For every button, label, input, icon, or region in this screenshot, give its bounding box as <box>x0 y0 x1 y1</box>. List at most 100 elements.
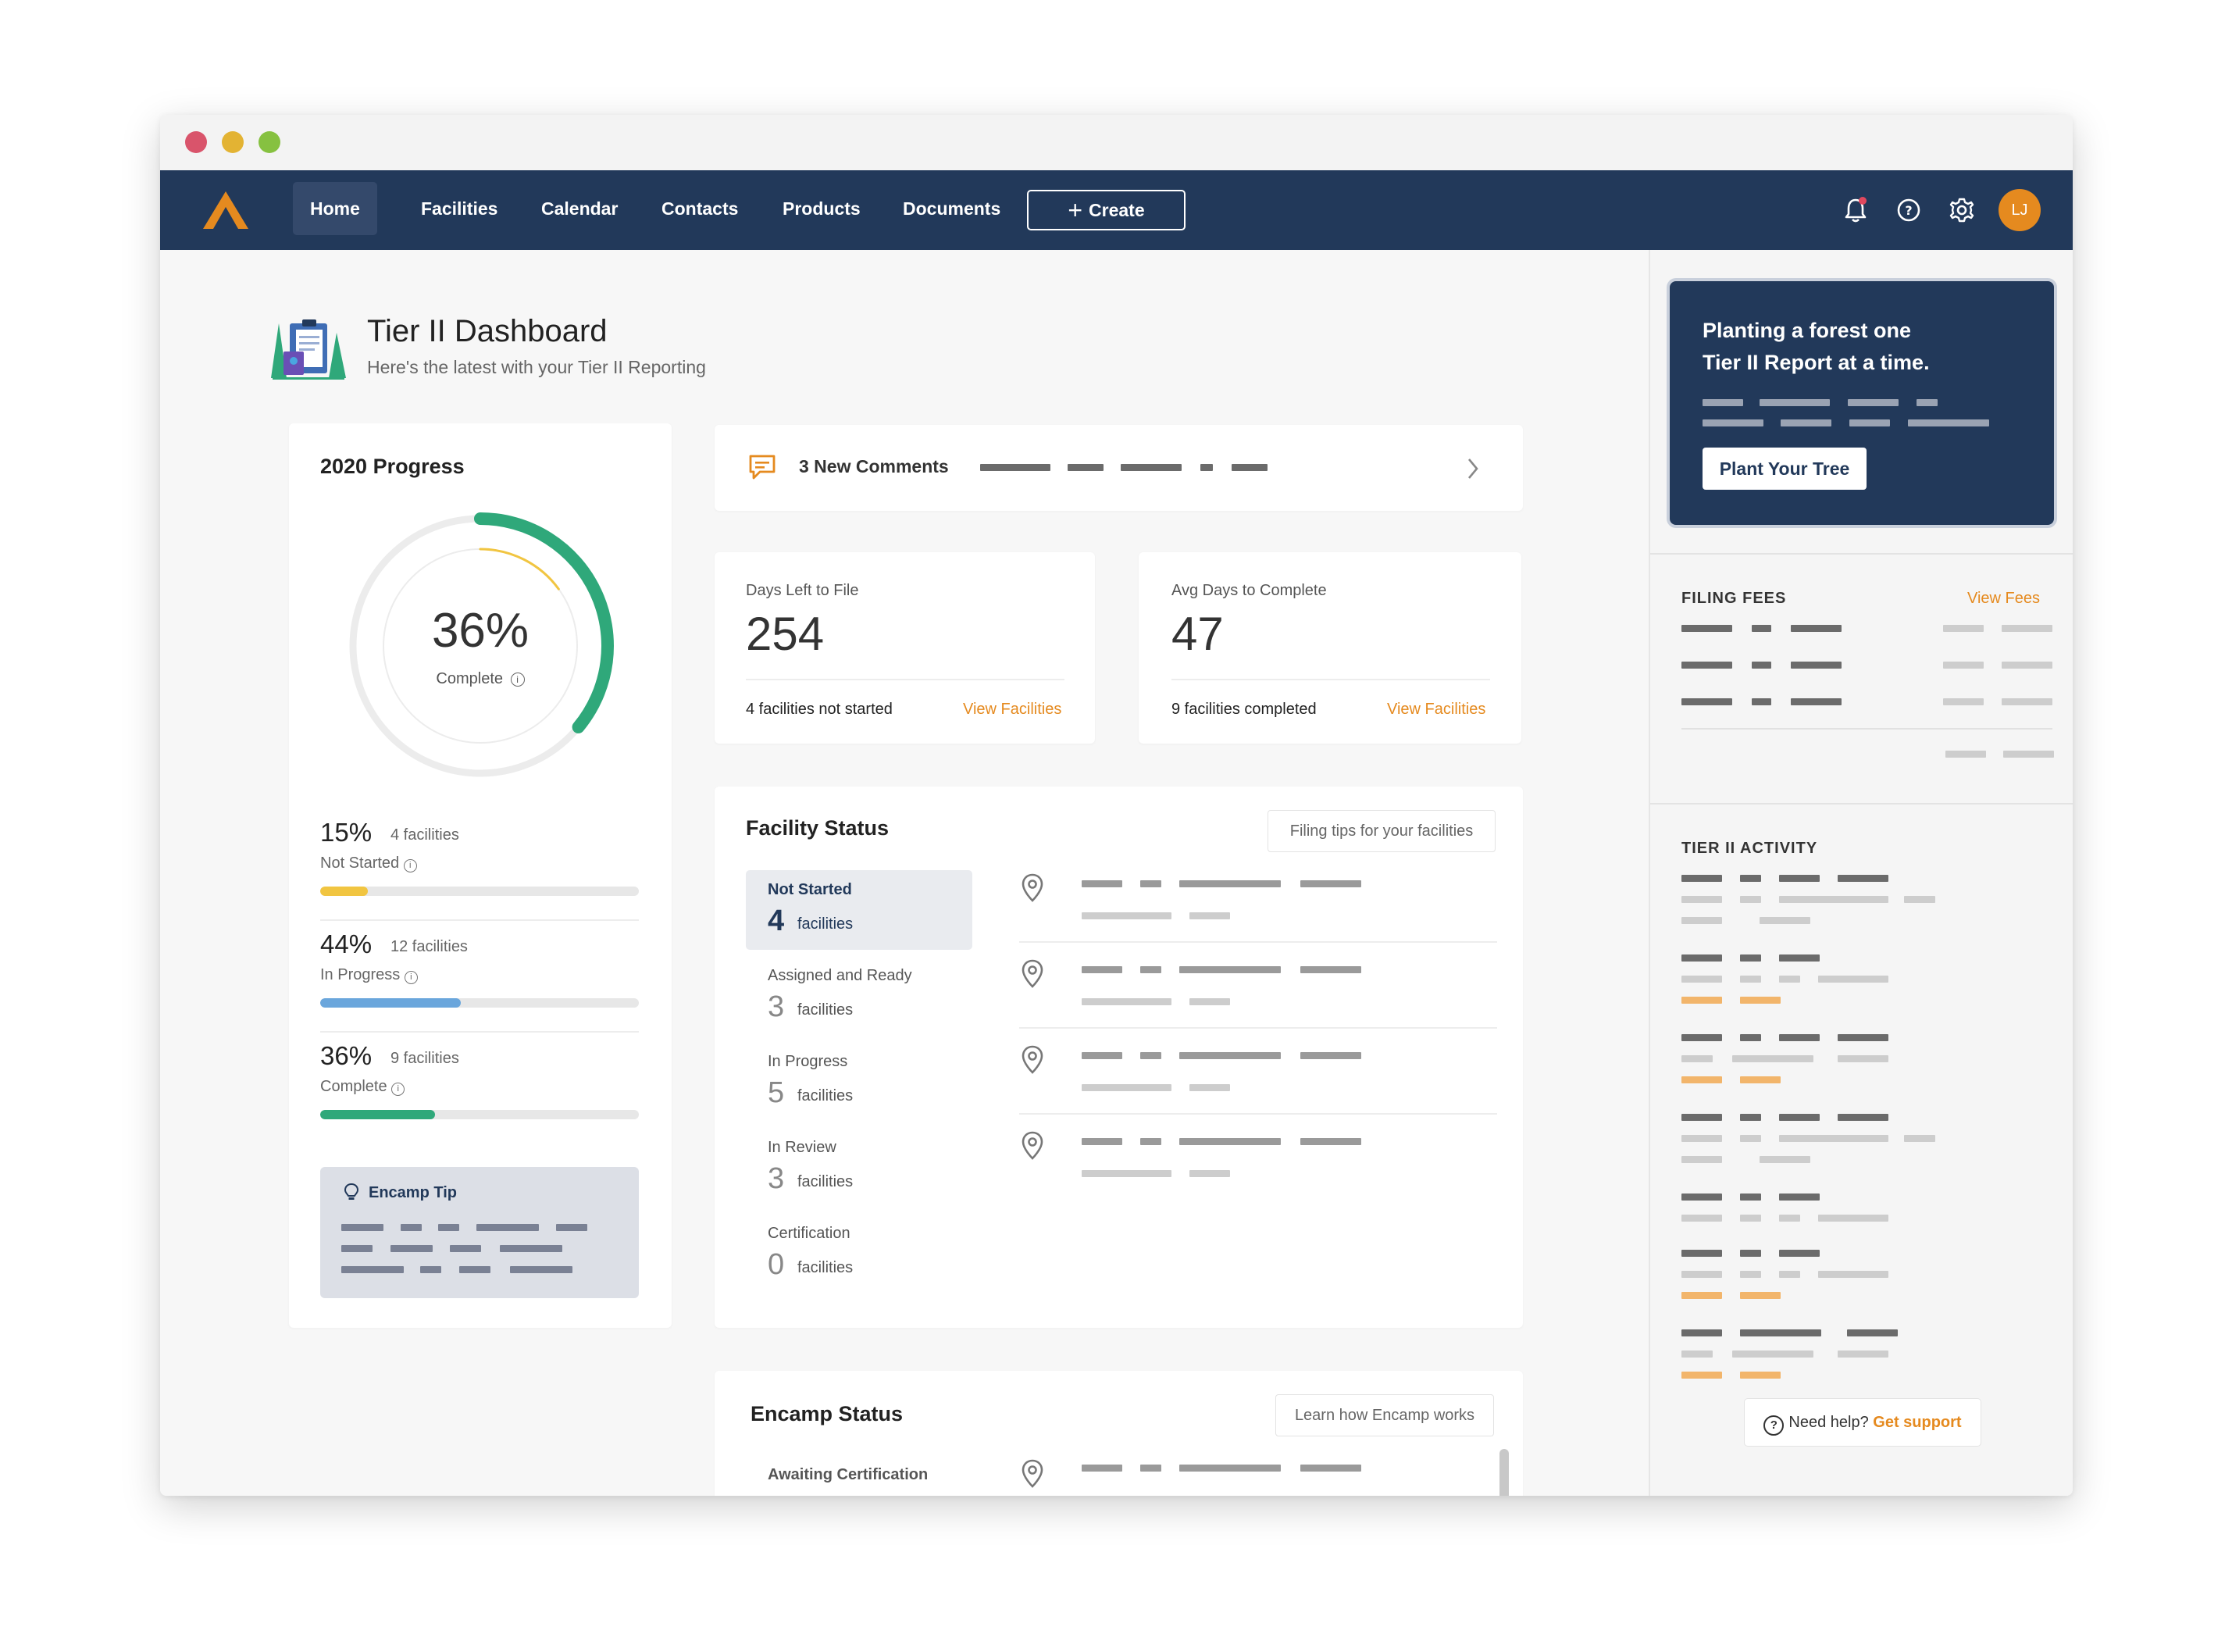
nav-calendar[interactable]: Calendar <box>541 198 619 219</box>
info-icon[interactable]: i <box>391 1083 405 1096</box>
stat-footer: 4 facilities not started <box>746 701 893 718</box>
placeholder-text <box>1740 1215 1761 1222</box>
page-subtitle: Here's the latest with your Tier II Repo… <box>367 357 706 377</box>
status-unit: facilities <box>797 1087 854 1104</box>
placeholder-text <box>1681 1250 1722 1257</box>
close-window-button[interactable] <box>185 131 207 153</box>
placeholder-text <box>1818 1215 1888 1222</box>
placeholder-text <box>1681 1194 1722 1201</box>
placeholder-text <box>1779 1215 1800 1222</box>
status-label: In Progress <box>768 1053 848 1070</box>
placeholder-text <box>1232 464 1268 471</box>
minimize-window-button[interactable] <box>222 131 244 153</box>
chevron-right-icon[interactable] <box>1464 456 1482 481</box>
placeholder-text <box>1300 1052 1361 1059</box>
plus-icon: + <box>1068 196 1083 224</box>
placeholder-text <box>1082 1138 1122 1145</box>
placeholder-text <box>1779 896 1888 903</box>
placeholder-text <box>1943 698 1984 705</box>
encamp-status-title: Encamp Status <box>751 1402 904 1425</box>
row-count: 4 facilities <box>390 826 459 844</box>
nav-home[interactable]: Home <box>293 182 377 235</box>
svg-text:?: ? <box>1905 203 1912 218</box>
filing-fees-title: FILING FEES <box>1681 590 1787 607</box>
nav-products[interactable]: Products <box>783 198 861 219</box>
placeholder-text <box>1740 1194 1761 1201</box>
gear-icon[interactable] <box>1945 194 1978 227</box>
encamp-logo-icon[interactable] <box>201 190 250 230</box>
placeholder-text <box>1681 1135 1722 1142</box>
placeholder-text <box>1681 1372 1722 1379</box>
placeholder-text <box>1189 998 1230 1005</box>
placeholder-text <box>1082 1465 1122 1472</box>
status-item-not-started[interactable]: Not Started 4 facilities <box>746 870 972 950</box>
info-icon[interactable]: i <box>404 971 418 984</box>
stat-label: Days Left to File <box>746 582 859 599</box>
plant-your-tree-button[interactable]: Plant Your Tree <box>1703 448 1867 490</box>
view-facilities-link[interactable]: View Facilities <box>963 701 1062 718</box>
get-support-box[interactable]: ? Need help? Get support <box>1744 1398 1981 1447</box>
status-item-assigned-ready[interactable]: Assigned and Ready 3 facilities <box>746 956 972 1036</box>
scrollbar-thumb[interactable] <box>1499 1449 1509 1496</box>
learn-encamp-button[interactable]: Learn how Encamp works <box>1275 1394 1494 1436</box>
placeholder-text <box>1818 1271 1888 1278</box>
status-count: 3 <box>768 990 785 1023</box>
status-item-in-progress[interactable]: In Progress 5 facilities <box>746 1042 972 1122</box>
create-button[interactable]: + Create <box>1027 190 1186 230</box>
placeholder-text <box>1740 1034 1761 1041</box>
info-icon[interactable]: i <box>510 673 525 687</box>
placeholder-text <box>1681 662 1732 669</box>
view-facilities-link[interactable]: View Facilities <box>1387 701 1486 718</box>
avatar[interactable]: LJ <box>1999 189 2041 231</box>
comments-card[interactable]: 3 New Comments <box>715 425 1523 511</box>
placeholder-text <box>1179 880 1281 887</box>
status-item-in-review[interactable]: In Review 3 facilities <box>746 1128 972 1208</box>
lightbulb-icon <box>344 1183 359 1200</box>
maximize-window-button[interactable] <box>259 131 280 153</box>
nav-contacts[interactable]: Contacts <box>661 198 739 219</box>
encamp-status-card: Encamp Status Learn how Encamp works Awa… <box>715 1371 1523 1496</box>
placeholder-text <box>1838 1055 1888 1062</box>
placeholder-text <box>1779 1114 1820 1121</box>
comments-label: 3 New Comments <box>799 456 949 476</box>
row-label-text: Not Started <box>320 855 400 872</box>
help-circle-icon: ? <box>1763 1415 1785 1436</box>
view-fees-link[interactable]: View Fees <box>1967 590 2041 607</box>
nav-documents[interactable]: Documents <box>903 198 1001 219</box>
status-item-certification[interactable]: Certification 0 facilities <box>746 1214 972 1293</box>
placeholder-text <box>1740 976 1761 983</box>
placeholder-text <box>1849 419 1890 426</box>
filing-tips-button[interactable]: Filing tips for your facilities <box>1268 810 1496 852</box>
progress-bar-fill <box>320 1110 435 1119</box>
placeholder-text <box>476 1224 539 1231</box>
bell-icon[interactable] <box>1839 194 1872 227</box>
top-navigation: Home Facilities Calendar Contacts Produc… <box>160 170 2073 250</box>
help-icon[interactable]: ? <box>1892 194 1925 227</box>
status-unit: facilities <box>797 1001 854 1019</box>
placeholder-text <box>1681 1114 1722 1121</box>
placeholder-text <box>420 1266 441 1273</box>
stat-value: 47 <box>1171 608 1224 660</box>
placeholder-text <box>1681 698 1732 705</box>
progress-percent: 36% <box>431 604 530 658</box>
progress-bar-not-started <box>320 887 639 896</box>
facility-status-title: Facility Status <box>746 816 890 840</box>
placeholder-text <box>1082 912 1171 919</box>
get-support-link[interactable]: Get support <box>1873 1414 1962 1431</box>
placeholder-text <box>1838 1034 1888 1041</box>
progress-bar-in-progress <box>320 998 639 1008</box>
row-label-text: Complete <box>320 1078 387 1095</box>
status-count: 5 <box>768 1076 785 1109</box>
placeholder-text <box>1779 1271 1800 1278</box>
nav-facilities[interactable]: Facilities <box>421 198 498 219</box>
info-icon[interactable]: i <box>403 859 417 872</box>
placeholder-text <box>980 464 1050 471</box>
divider <box>1650 553 2073 555</box>
placeholder-text <box>1082 998 1171 1005</box>
progress-bar-complete <box>320 1110 639 1119</box>
placeholder-text <box>1838 875 1888 882</box>
placeholder-text <box>341 1224 383 1231</box>
row-percent: 44% <box>320 929 373 958</box>
placeholder-text <box>1189 1170 1230 1177</box>
page-title: Tier II Dashboard <box>367 314 608 348</box>
